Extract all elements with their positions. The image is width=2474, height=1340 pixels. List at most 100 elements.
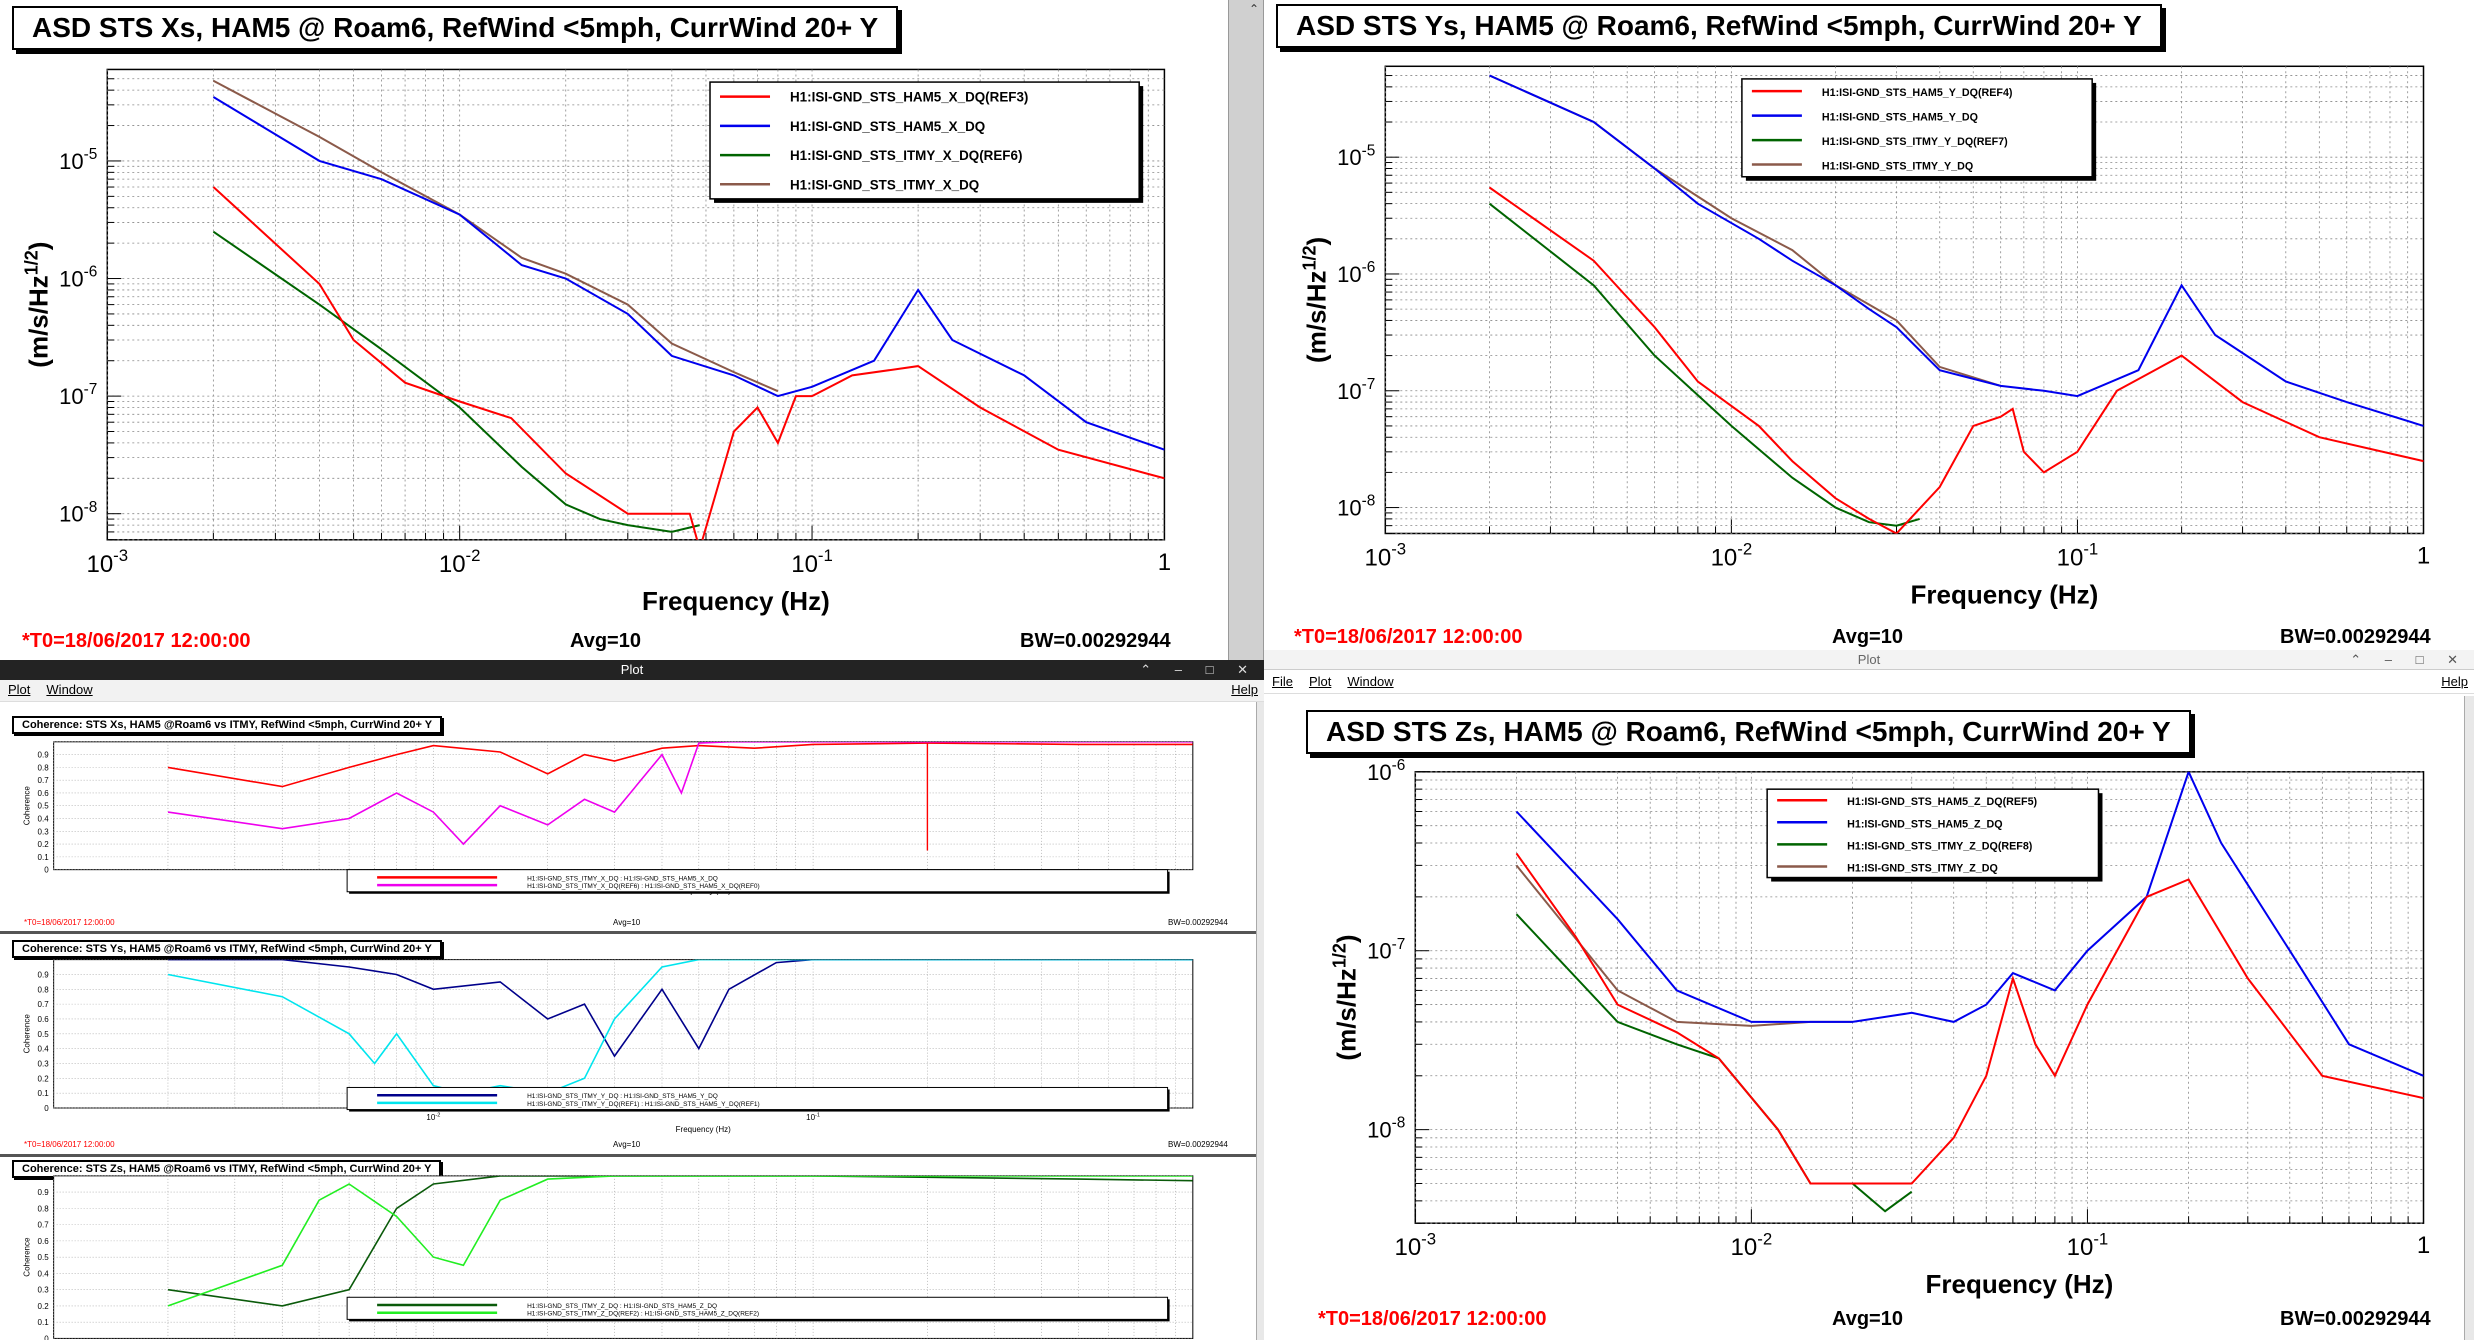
legend-label: H1:ISI-GND_STS_ITMY_Y_DQ(REF7) [1822,136,2008,148]
menu-help-z[interactable]: Help [2441,674,2468,689]
menu-window-z[interactable]: Window [1347,674,1394,689]
asd-y-plot[interactable]: 10-8 10-7 10-6 10-5 10-3 10-2 10-1 1 Frequency (… [1264,0,2474,630]
menu-file[interactable]: File [1272,674,1293,689]
coherence-window-titlebar[interactable]: Plot ⌃ – □ ✕ [0,660,1264,680]
tick-label: 0.7 [38,1000,50,1009]
scroll-up-arrow-icon[interactable]: ⌃ [1249,2,1260,16]
asd-y-bw: BW=0.00292944 [2280,626,2431,648]
tick-label: 10-6 [59,264,97,292]
series-line-navy [168,959,1193,1058]
legend: H1:ISI-GND_STS_ITMY_Z_DQ : H1:ISI-GND_ST… [346,1296,1170,1322]
series-group [1515,771,2424,1213]
asd-z-menubar: File Plot Window Help [1264,672,2474,694]
series-line-magenta [167,741,1193,846]
asd-z-panel: ASD STS Zs, HAM5 @ Roam6, RefWind <5mph,… [1264,696,2464,1340]
tick-label: 0.2 [38,840,50,849]
x-axis-label: Frequency (Hz) [642,586,830,616]
series-line-darkgreen [167,1175,1193,1307]
asd-x-title: ASD STS Xs, HAM5 @ Roam6, RefWind <5mph,… [12,6,899,50]
tick-label: 0.4 [38,815,50,824]
menu-help[interactable]: Help [1231,682,1258,697]
plot-area: 0 0.1 0.2 0.3 0.4 0.5 0.6 0.7 0.8 0.9 Coherence Fre… [23,959,1194,1134]
menu-plot[interactable]: Plot [8,682,31,697]
series-line-red [167,742,1193,788]
tick-label: 0 [44,1104,49,1113]
coherence-scrollbar[interactable] [1256,702,1264,1340]
series-line-red [1515,852,2424,1185]
coh-x-title: Coherence: STS Xs, HAM5 @Roam6 vs ITMY, … [12,716,443,734]
coh-z-plot[interactable]: 00.10.20.30.40.50.60.70.80.9Coherence10-… [0,1160,1256,1340]
tick-label: 0 [44,1334,49,1340]
legend-label: H1:ISI-GND_STS_ITMY_X_DQ(REF6) : H1:ISI-… [527,883,760,890]
tick-label: 10-5 [59,146,97,174]
legend-label: H1:ISI-GND_STS_ITMY_Z_DQ(REF8) [1847,840,2033,852]
tick-label: 10-8 [59,499,97,527]
legend-label: H1:ISI-GND_STS_HAM5_X_DQ [790,119,985,134]
tick-label: 0.1 [38,1089,50,1098]
coh-y-plot[interactable]: 0 0.1 0.2 0.3 0.4 0.5 0.6 0.7 0.8 0.9 Coherence Fre… [0,937,1256,1142]
legend-label: H1:ISI-GND_STS_ITMY_Z_DQ [1847,863,1998,875]
tick-label: 0.4 [38,1269,50,1278]
menu-plot-z[interactable]: Plot [1308,674,1332,689]
tick-label: 1 [1158,549,1171,576]
tick-label: 0.5 [38,802,50,811]
y-axis-label: (m/s/Hz1/2) [21,242,53,368]
tick-label: 10-2 [1711,540,1753,572]
coh-y-title: Coherence: STS Ys, HAM5 @Roam6 vs ITMY, … [12,940,442,958]
plot-frame [53,959,1194,1109]
asd-z-window-titlebar[interactable]: Plot ⌃ – □ ✕ [1264,650,2474,670]
tick-label: 10-7 [59,381,97,409]
legend-label: H1:ISI-GND_STS_ITMY_Y_DQ [1822,161,1973,173]
tick-label: 10-1 [2057,540,2099,572]
tick-label: 10-5 [1337,142,1375,170]
asd-z-window-controls[interactable]: ⌃ – □ ✕ [2350,652,2468,667]
asd-y-t0: *T0=18/06/2017 12:00:00 [1294,626,1523,648]
tick-label: 1 [2417,1232,2430,1259]
asd-z-scrollbar[interactable] [2464,696,2474,1340]
coh-x-t0: *T0=18/06/2017 12:00:00 [24,918,115,927]
tick-label: 0.9 [38,970,50,979]
series-line-green [1488,202,1920,527]
tick-label: 0.4 [38,1045,50,1054]
asd-y-title: ASD STS Ys, HAM5 @ Roam6, RefWind <5mph,… [1276,4,2162,48]
tick-label: 0.6 [38,1237,50,1246]
series-line-brown [212,79,779,393]
coh-y-avg: Avg=10 [613,1140,641,1149]
asd-z-window-title: Plot [1857,652,1881,667]
legend-label: H1:ISI-GND_STS_HAM5_Y_DQ [1822,112,1978,124]
tick-label: 0.8 [38,763,50,772]
tick-label: 0.2 [38,1302,50,1311]
asd-z-bw: BW=0.00292944 [2280,1308,2431,1330]
tick-label: 1 [2417,542,2430,569]
legend-label: H1:ISI-GND_STS_ITMY_X_DQ : H1:ISI-GND_ST… [527,875,718,882]
tick-label: 10-1 [791,546,833,578]
vertical-splitter-top[interactable]: ⌃ [1228,0,1264,660]
tick-label: 0.6 [38,789,50,798]
tick-label: 0.9 [38,1188,50,1197]
x-axis-label: Frequency (Hz) [1925,1269,2113,1299]
y-axis-label: Coherence [23,1237,32,1277]
legend: H1:ISI-GND_STS_ITMY_X_DQ : H1:ISI-GND_ST… [346,869,1170,894]
menu-window[interactable]: Window [46,682,93,697]
plot-area: 10-8 10-7 10-6 10-5 10-3 10-2 10-1 1 Frequency (… [1299,65,2430,609]
asd-x-plot[interactable]: 10-8 10-7 10-6 10-5 10-3 10-2 10-1 1 Frequency (… [0,0,1228,630]
series-line-green [212,230,700,533]
series-group [1488,74,2424,534]
series-group [167,1175,1193,1307]
series-line-blue [1515,771,2424,1077]
legend-label: H1:ISI-GND_STS_ITMY_Y_DQ(REF1) : H1:ISI-… [527,1101,760,1108]
series-group [212,79,1165,540]
y-axis-label: (m/s/Hz1/2) [1329,934,1361,1060]
tick-label: 10-2 [439,546,481,578]
tick-label: 0.5 [38,1253,50,1262]
tick-label: 10-7 [1337,376,1375,404]
coh-y-bw: BW=0.00292944 [1168,1140,1228,1149]
asd-z-plot[interactable]: 10-8 10-7 10-6 10-3 10-2 10-1 1 Frequency (Hz) (… [1264,696,2464,1310]
coherence-window-title: Plot [620,662,644,677]
tick-label: 0.3 [38,1059,50,1068]
tick-label: 10-3 [1365,540,1407,572]
tick-label: 0.7 [38,1221,50,1230]
window-controls[interactable]: ⌃ – □ ✕ [1140,662,1258,677]
coh-x-plot[interactable]: 00.10.20.30.40.50.60.70.80.9CoherenceFre… [0,704,1256,919]
tick-label: 10-2 [426,1112,440,1122]
